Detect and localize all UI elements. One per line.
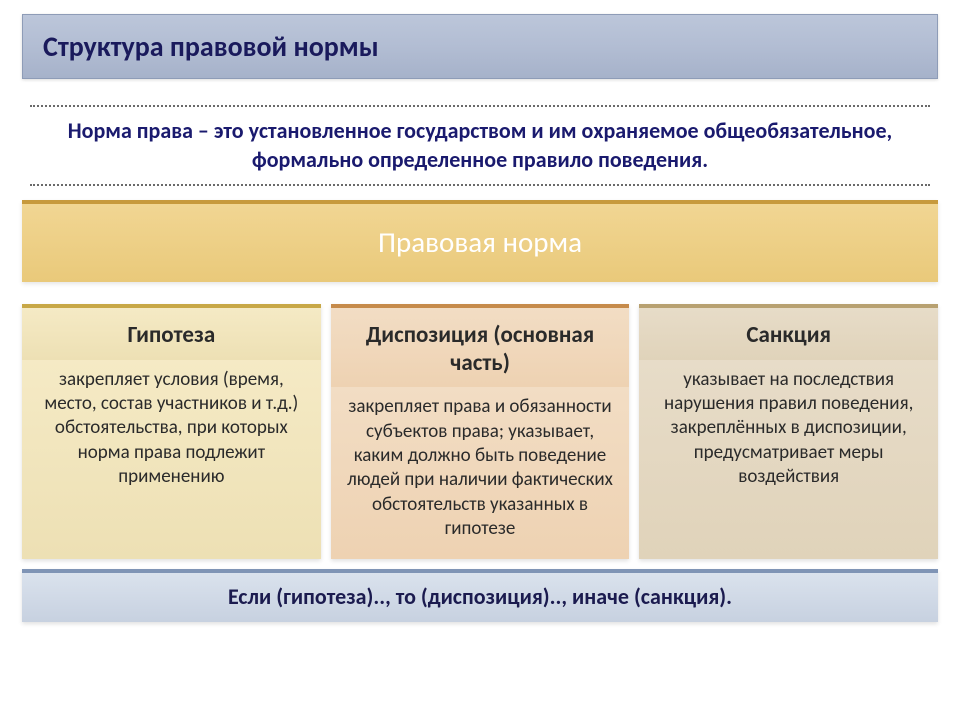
column-body: закрепляет условия (время, место, состав… (22, 360, 321, 559)
column-body: закрепляет права и обязанности субъектов… (331, 387, 630, 559)
definition-text: Норма права – это установленное государс… (50, 117, 910, 174)
title-bar: Структура правовой нормы (22, 14, 938, 79)
column-title: Диспозиция (основная часть) (331, 304, 630, 387)
column-body: указывает на последствия нарушения прави… (639, 360, 938, 559)
column-disposition: Диспозиция (основная часть) закрепляет п… (331, 304, 630, 559)
central-banner: Правовая норма (22, 200, 938, 282)
definition-block: Норма права – это установленное государс… (30, 105, 930, 186)
column-hypothesis: Гипотеза закрепляет условия (время, мест… (22, 304, 321, 559)
page-title: Структура правовой нормы (43, 29, 917, 64)
formula-bar: Если (гипотеза).., то (диспозиция).., ин… (22, 569, 938, 622)
column-sanction: Санкция указывает на последствия нарушен… (639, 304, 938, 559)
columns-row: Гипотеза закрепляет условия (время, мест… (22, 304, 938, 559)
column-title: Гипотеза (22, 304, 321, 360)
column-title: Санкция (639, 304, 938, 360)
